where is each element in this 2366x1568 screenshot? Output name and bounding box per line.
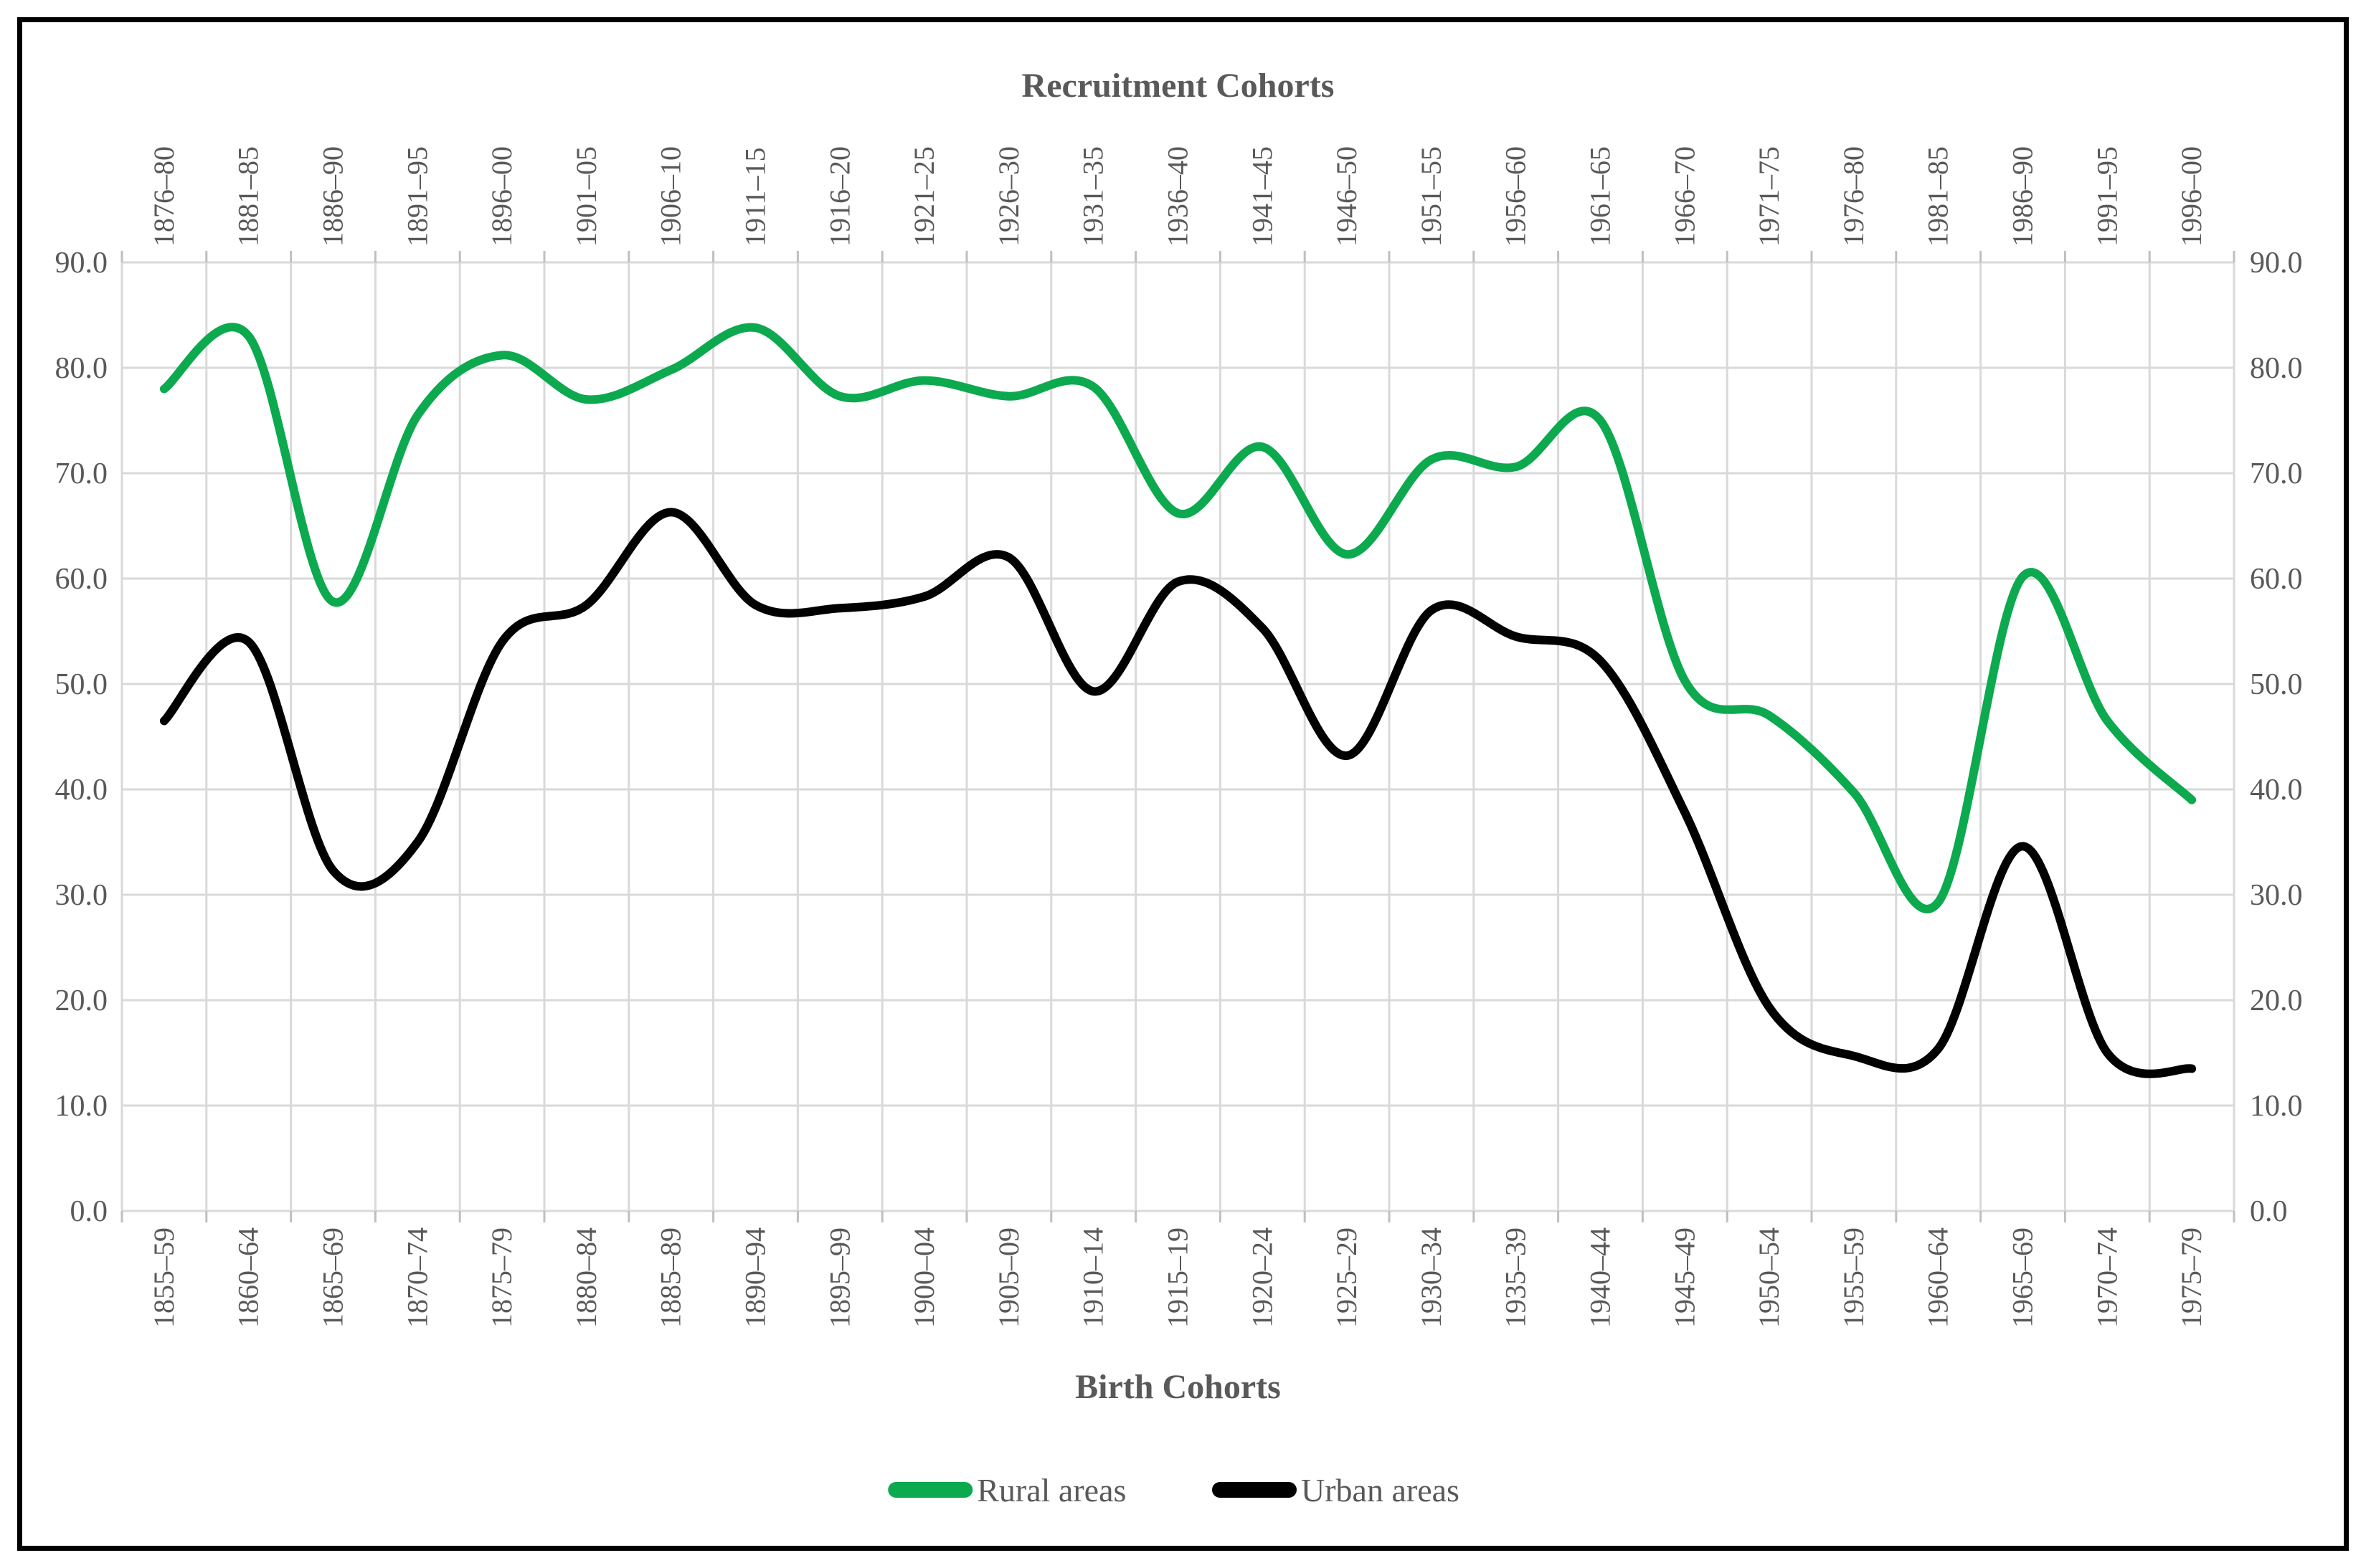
x-axis-label-bottom: 1950–54 [1753,1227,1785,1328]
legend-swatch-urban-areas [1212,1482,1297,1498]
x-axis-label-bottom: 1895–99 [823,1227,856,1328]
series-line-urban-areas [159,508,2197,1078]
y-axis-label-right: 10.0 [2250,1090,2303,1123]
legend-swatch-rural-areas [888,1482,973,1498]
x-axis-label-bottom: 1900–04 [908,1227,940,1328]
y-axis-label-left: 40.0 [55,774,108,807]
legend-label-rural-areas: Rural areas [977,1472,1126,1508]
legend-label-urban-areas: Urban areas [1301,1472,1459,1508]
y-axis-label-left: 10.0 [55,1090,108,1123]
x-axis-label-bottom: 1955–59 [1837,1227,1870,1328]
y-axis-label-right: 40.0 [2250,774,2303,807]
x-axis-label-top: 1961–65 [1584,146,1617,247]
x-axis-label-bottom: 1860–64 [232,1227,265,1328]
x-axis-label-top: 1971–75 [1753,146,1785,247]
x-axis-label-top: 1991–95 [2091,146,2123,247]
series-line-rural-areas [159,323,2197,913]
x-axis-label-bottom: 1970–74 [2091,1227,2123,1328]
x-axis-label-bottom: 1865–69 [317,1227,349,1328]
x-axis-label-bottom: 1930–34 [1415,1227,1447,1328]
x-axis-label-bottom: 1920–24 [1246,1227,1278,1328]
x-axis-label-top: 1911–15 [739,147,772,247]
x-axis-label-top: 1951–55 [1415,146,1447,247]
x-axis-label-top: 1891–95 [401,146,433,247]
x-axis-label-top: 1931–35 [1077,146,1109,247]
y-axis-label-left: 20.0 [55,984,108,1017]
x-axis-label-top: 1926–30 [993,146,1025,247]
x-axis-label-bottom: 1975–79 [2175,1227,2208,1328]
x-axis-label-bottom: 1915–19 [1162,1227,1194,1328]
x-axis-label-top: 1876–80 [148,146,180,247]
x-axis-label-bottom: 1925–29 [1330,1227,1363,1328]
y-axis-label-left: 60.0 [55,563,108,596]
y-axis-label-right: 0.0 [2250,1195,2288,1228]
figure-border [17,17,2349,1551]
x-axis-label-top: 1941–45 [1246,146,1278,247]
x-axis-label-bottom: 1940–44 [1584,1227,1617,1328]
x-axis-label-bottom: 1960–64 [1922,1227,1954,1328]
top-axis-title: Recruitment Cohorts [1022,67,1335,105]
x-axis-label-bottom: 1905–09 [993,1227,1025,1328]
y-axis-label-right: 20.0 [2250,984,2303,1017]
x-axis-label-bottom: 1965–69 [2007,1227,2039,1328]
x-axis-label-top: 1921–25 [908,146,940,247]
x-axis-label-bottom: 1945–49 [1668,1227,1700,1328]
y-axis-label-right: 90.0 [2250,247,2303,280]
y-axis-label-left: 30.0 [55,879,108,912]
x-axis-label-top: 1981–85 [1922,146,1954,247]
x-axis-label-bottom: 1890–94 [739,1227,772,1328]
x-axis-label-bottom: 1935–39 [1500,1227,1532,1328]
x-axis-label-top: 1881–85 [232,146,265,247]
x-axis-label-bottom: 1880–84 [570,1227,602,1328]
y-axis-label-left: 80.0 [55,352,108,385]
x-axis-label-top: 1946–50 [1330,146,1363,247]
x-axis-label-bottom: 1855–59 [148,1227,180,1328]
x-axis-label-top: 1896–00 [486,146,518,247]
y-axis-label-right: 50.0 [2250,668,2303,701]
y-axis-label-left: 90.0 [55,247,108,280]
x-axis-label-top: 1886–90 [317,146,349,247]
x-axis-label-bottom: 1885–89 [655,1227,687,1328]
x-axis-label-top: 1996–00 [2175,146,2208,247]
x-axis-label-bottom: 1875–79 [486,1227,518,1328]
x-axis-label-bottom: 1910–14 [1077,1227,1109,1328]
y-axis-label-right: 70.0 [2250,457,2303,490]
x-axis-label-top: 1956–60 [1500,146,1532,247]
x-axis-label-top: 1906–10 [655,146,687,247]
y-axis-label-left: 50.0 [55,668,108,701]
y-axis-label-right: 30.0 [2250,879,2303,912]
x-axis-label-top: 1901–05 [570,146,602,247]
x-axis-label-bottom: 1870–74 [401,1227,433,1328]
x-axis-label-top: 1976–80 [1837,146,1870,247]
x-axis-label-top: 1986–90 [2007,146,2039,247]
x-axis-label-top: 1936–40 [1162,146,1194,247]
y-axis-label-right: 60.0 [2250,563,2303,596]
y-axis-label-left: 70.0 [55,457,108,490]
y-axis-label-right: 80.0 [2250,352,2303,385]
y-axis-label-left: 0.0 [70,1195,108,1228]
bottom-axis-title: Birth Cohorts [1075,1368,1281,1406]
x-axis-label-top: 1916–20 [823,146,856,247]
x-axis-label-top: 1966–70 [1668,146,1700,247]
